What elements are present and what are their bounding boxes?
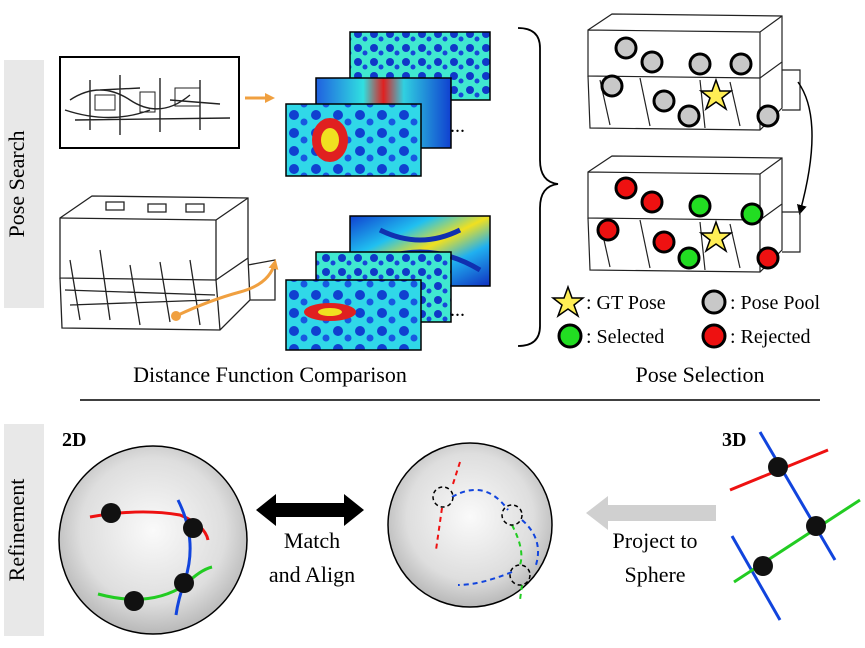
match-label-line2: and Align [269,562,355,587]
selection-arrow [797,81,813,215]
legend-rejected: : Rejected [730,326,811,348]
pose-pool-circles [600,36,780,128]
curly-brace [517,27,559,347]
line-green-projected [511,524,523,601]
panorama-image [59,56,240,149]
legend-rejected-icon [701,323,727,349]
legend-selected: : Selected [586,326,664,348]
ellipsis-top: ... [450,115,465,137]
sphere-2d [58,445,248,635]
matched-points-2d [101,503,203,611]
pose-search-label: Pose Search [4,131,29,238]
legend-pool-icon [701,289,727,315]
gt-star-bottom [698,219,734,253]
project-arrow [586,496,716,530]
label-2d: 2D [62,429,86,451]
model-arrow [175,259,279,318]
project-label-line1: Project to [613,528,698,553]
pose-search-band [4,60,44,308]
sphere-projected [387,442,553,608]
selection-result-circles [596,176,780,270]
ellipsis-bottom: ... [450,299,465,321]
project-label-line2: Sphere [624,562,685,587]
legend-gt-pose: : GT Pose [586,292,666,314]
refinement-label: Refinement [4,479,29,582]
label-3d: 3D [722,429,746,451]
distance-function-caption: Distance Function Comparison [133,362,407,387]
pose-selection-caption: Pose Selection [636,362,765,387]
heatmap-stack-bottom [285,215,491,351]
legend-pose-pool: : Pose Pool [730,292,820,314]
points-3d [753,457,826,576]
refinement-band [4,424,44,636]
match-label-line1: Match [284,528,340,553]
heatmap-stack-top [285,31,491,177]
line-red-projected [435,461,461,551]
legend-star-icon [550,284,586,318]
double-arrow [256,494,364,526]
line-blue-projected [451,489,539,586]
legend-selected-icon [557,323,583,349]
gt-star-top [698,77,734,111]
line-blue-3d-2 [730,535,782,621]
line-blue-3d-1 [758,431,837,561]
projected-points [432,486,531,586]
line-green-3d [733,498,861,584]
building-model-left [59,195,276,331]
